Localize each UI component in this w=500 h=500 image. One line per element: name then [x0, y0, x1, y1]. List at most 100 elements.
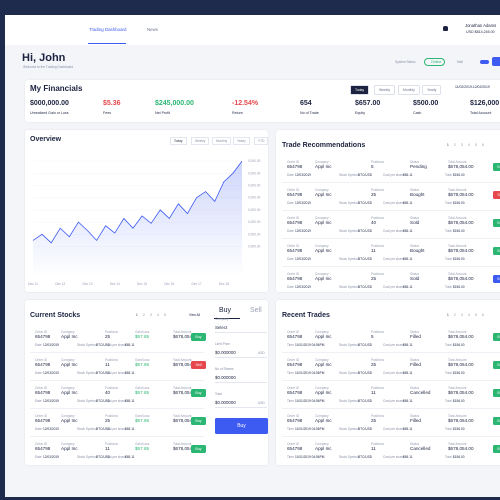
page-number[interactable]: 1	[447, 143, 449, 147]
chart-tab[interactable]: Yearly	[233, 137, 250, 145]
view-all-link[interactable]: View All	[189, 313, 201, 317]
page-number[interactable]: 4	[157, 313, 159, 317]
page-number[interactable]: 2	[454, 143, 456, 147]
row-button[interactable]: Buy	[493, 275, 500, 283]
page-number[interactable]: 5	[475, 313, 477, 317]
period-tab[interactable]: Monthly	[398, 85, 420, 95]
page-number[interactable]: 4	[468, 313, 470, 317]
sub-value: $65.11	[125, 455, 135, 459]
column-label: Order ID	[287, 358, 300, 362]
column-label: Status	[410, 272, 420, 276]
column-label: Positions	[105, 386, 118, 390]
column-label: Order ID	[287, 160, 300, 164]
cell-value: 654798	[287, 164, 303, 169]
row-button[interactable]: Buy	[493, 445, 500, 453]
toggle[interactable]	[480, 60, 489, 64]
sub-value: $156.00	[453, 201, 465, 205]
cell-value: $678,054.00	[448, 164, 474, 169]
sub-label: Date	[287, 201, 294, 205]
cell-value: Pending	[410, 164, 427, 169]
column-label: Company	[315, 414, 329, 418]
column-label: Positions	[371, 442, 384, 446]
chart-tab[interactable]: Weekly	[191, 137, 210, 145]
cell-value: 40	[371, 220, 377, 225]
page-number[interactable]: 4	[468, 143, 470, 147]
sub-label: Cost per share	[105, 371, 126, 375]
page-number[interactable]: 5	[164, 313, 166, 317]
period-tab[interactable]: Yearly	[422, 85, 442, 95]
sub-value: BTC/USD	[358, 229, 372, 233]
chart-tab[interactable]: Monthly	[212, 137, 232, 145]
row-button[interactable]: Buy	[191, 417, 206, 425]
row-button[interactable]: Buy	[191, 333, 206, 341]
row-button[interactable]: Buy	[191, 389, 206, 397]
row-button[interactable]: Sell	[493, 191, 500, 199]
page-number[interactable]: 1	[136, 313, 138, 317]
cell-value: 654798	[287, 446, 303, 451]
action-button[interactable]	[492, 57, 500, 66]
row-button[interactable]: Buy	[493, 163, 500, 171]
sub-value: 12/03/2019	[295, 285, 311, 289]
row-button[interactable]: Buy	[493, 219, 500, 227]
column-label: Positions	[371, 244, 384, 248]
sub-label: Date	[35, 343, 42, 347]
sub-label: Cost per share	[383, 371, 404, 375]
row-button[interactable]: Buy	[493, 417, 500, 425]
nav-tab[interactable]: News	[147, 27, 158, 32]
page-number[interactable]: 1	[447, 313, 449, 317]
buy-button[interactable]: Buy	[215, 418, 268, 434]
page-number[interactable]: 2	[143, 313, 145, 317]
overview-chart: 0,000.00 0,000.00 0,000.00 0,000.00 0,000.00…	[28, 159, 261, 286]
cell-value: 5	[371, 334, 374, 339]
field-value[interactable]: $0.000000	[215, 400, 267, 408]
page-number[interactable]: 3	[150, 313, 152, 317]
form-tab[interactable]: Buy	[219, 307, 232, 314]
cell-value: $678,054.00	[448, 192, 474, 197]
row-button[interactable]: Buy	[493, 333, 500, 341]
stat-label: Total Account	[470, 111, 492, 115]
column-label: Positions	[105, 358, 118, 362]
column-label: Total Amount	[448, 386, 467, 390]
recommendations-card	[276, 130, 500, 292]
sub-label: Date	[287, 257, 294, 261]
page-number[interactable]: 3	[461, 143, 463, 147]
sub-value: 12/03/2019	[43, 455, 59, 459]
row-button[interactable]: Buy	[191, 445, 206, 453]
form-tab[interactable]: Sell	[250, 307, 262, 314]
line	[32, 160, 243, 244]
column-label: Company	[315, 272, 329, 276]
column-label: Order ID	[287, 386, 300, 390]
page-number[interactable]: 6	[482, 143, 484, 147]
page-number[interactable]: 3	[461, 313, 463, 317]
cell-value: 654798	[287, 248, 303, 253]
cell-value: $678,054.00	[173, 390, 199, 395]
chart-tab[interactable]: Today	[170, 137, 187, 145]
field-value[interactable]: $0.000000	[215, 350, 267, 358]
row-button[interactable]: Buy	[493, 247, 500, 255]
row-button[interactable]: Sell	[191, 361, 206, 369]
column-label: Status	[410, 358, 420, 362]
row-button[interactable]: Buy	[493, 389, 500, 397]
sub-value: $156.00	[453, 455, 465, 459]
cell-value: 11	[105, 362, 110, 367]
sub-label: Stock Symbol	[339, 173, 359, 177]
field-value[interactable]: $0.000000	[215, 375, 267, 383]
x-tick-label: Dec 14	[110, 282, 120, 286]
field-value[interactable]: Select	[215, 325, 267, 333]
chart-tab[interactable]: YTD	[254, 137, 269, 145]
cell-value: 25	[371, 362, 377, 367]
sub-value: BTC/USD	[358, 455, 372, 459]
sub-label: Time	[287, 371, 294, 375]
period-tab[interactable]: Weekly	[374, 85, 396, 95]
page-number[interactable]: 5	[475, 143, 477, 147]
row-button[interactable]: Buy	[493, 361, 500, 369]
column-label: Total Amount	[173, 386, 192, 390]
page-number[interactable]: 6	[482, 313, 484, 317]
sub-value: $65.11	[403, 229, 413, 233]
column-label: Company	[315, 386, 329, 390]
page-number[interactable]: 2	[454, 313, 456, 317]
sub-value: BTC/USD	[358, 173, 372, 177]
nav-tab[interactable]: Trading Dashboard	[89, 27, 127, 32]
column-label: Status	[410, 160, 420, 164]
period-tab[interactable]: Today	[350, 85, 370, 95]
